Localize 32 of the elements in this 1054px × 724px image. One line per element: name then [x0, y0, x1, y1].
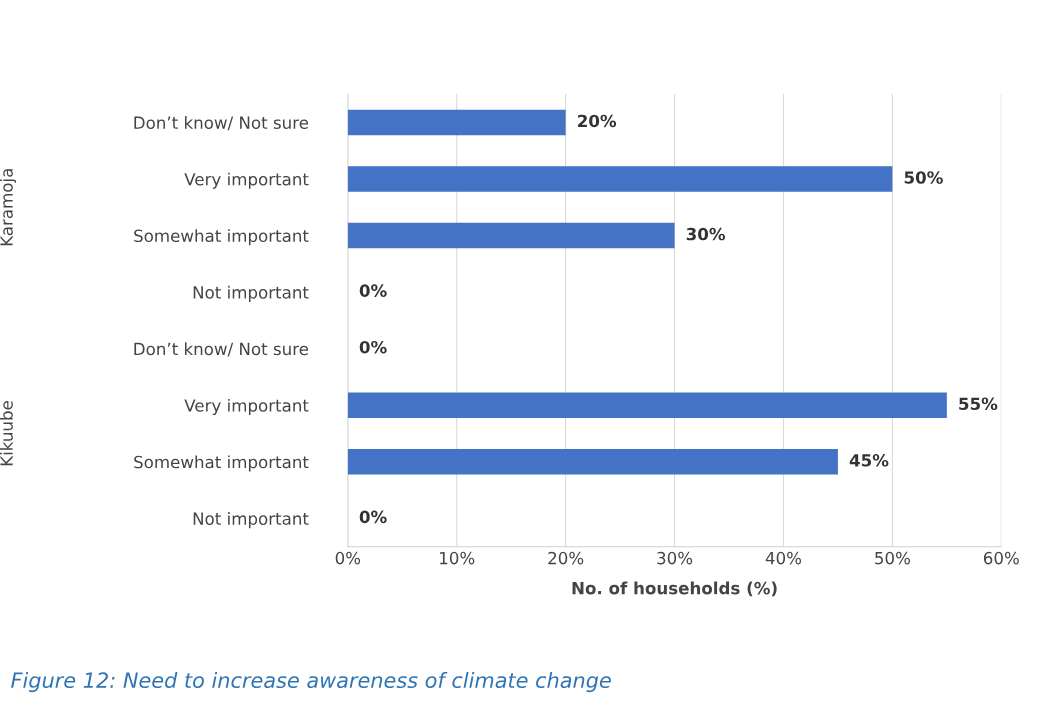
y-tick-label: Don’t know/ Not sure — [134, 342, 309, 357]
text: Kikuube — [0, 401, 13, 466]
x-tick-label: 40% — [765, 551, 802, 565]
y-tick-label: Somewhat important — [134, 229, 309, 246]
data-label: 50% — [904, 171, 943, 184]
data-label: 45% — [849, 454, 889, 467]
y-tick-label: Very important — [184, 398, 309, 416]
x-tick-label: 60% — [983, 551, 1019, 565]
x-tick-label: 0% — [335, 551, 361, 565]
y-tick-label: Not important — [193, 285, 309, 302]
y-tick-label: Don’t know/ Not sure — [134, 116, 309, 131]
x-axis-title: No. of households (%) — [572, 581, 777, 597]
bar — [347, 392, 947, 418]
x-tick-label: 20% — [548, 551, 584, 565]
caption: Figure 12: Need to increase awareness of climate change — [11, 671, 611, 693]
bar — [347, 166, 893, 192]
data-label: 30% — [686, 227, 726, 241]
x-tick-label: 30% — [657, 551, 693, 565]
data-label: 20% — [578, 114, 617, 128]
data-label: 0% — [359, 340, 387, 354]
y-tick-label: Very important — [184, 172, 309, 189]
data-label: 0% — [359, 284, 387, 297]
bar — [347, 109, 566, 136]
text: Karamoja — [0, 169, 17, 246]
bar — [347, 222, 675, 249]
y-tick-label: Not important — [193, 512, 309, 529]
x-tick-label: 50% — [875, 551, 910, 565]
x-tick-label: 10% — [440, 551, 475, 565]
bar — [347, 449, 838, 475]
data-label: 0% — [359, 510, 387, 524]
data-label: 55% — [959, 397, 998, 411]
y-tick-label: Somewhat important — [134, 455, 309, 472]
